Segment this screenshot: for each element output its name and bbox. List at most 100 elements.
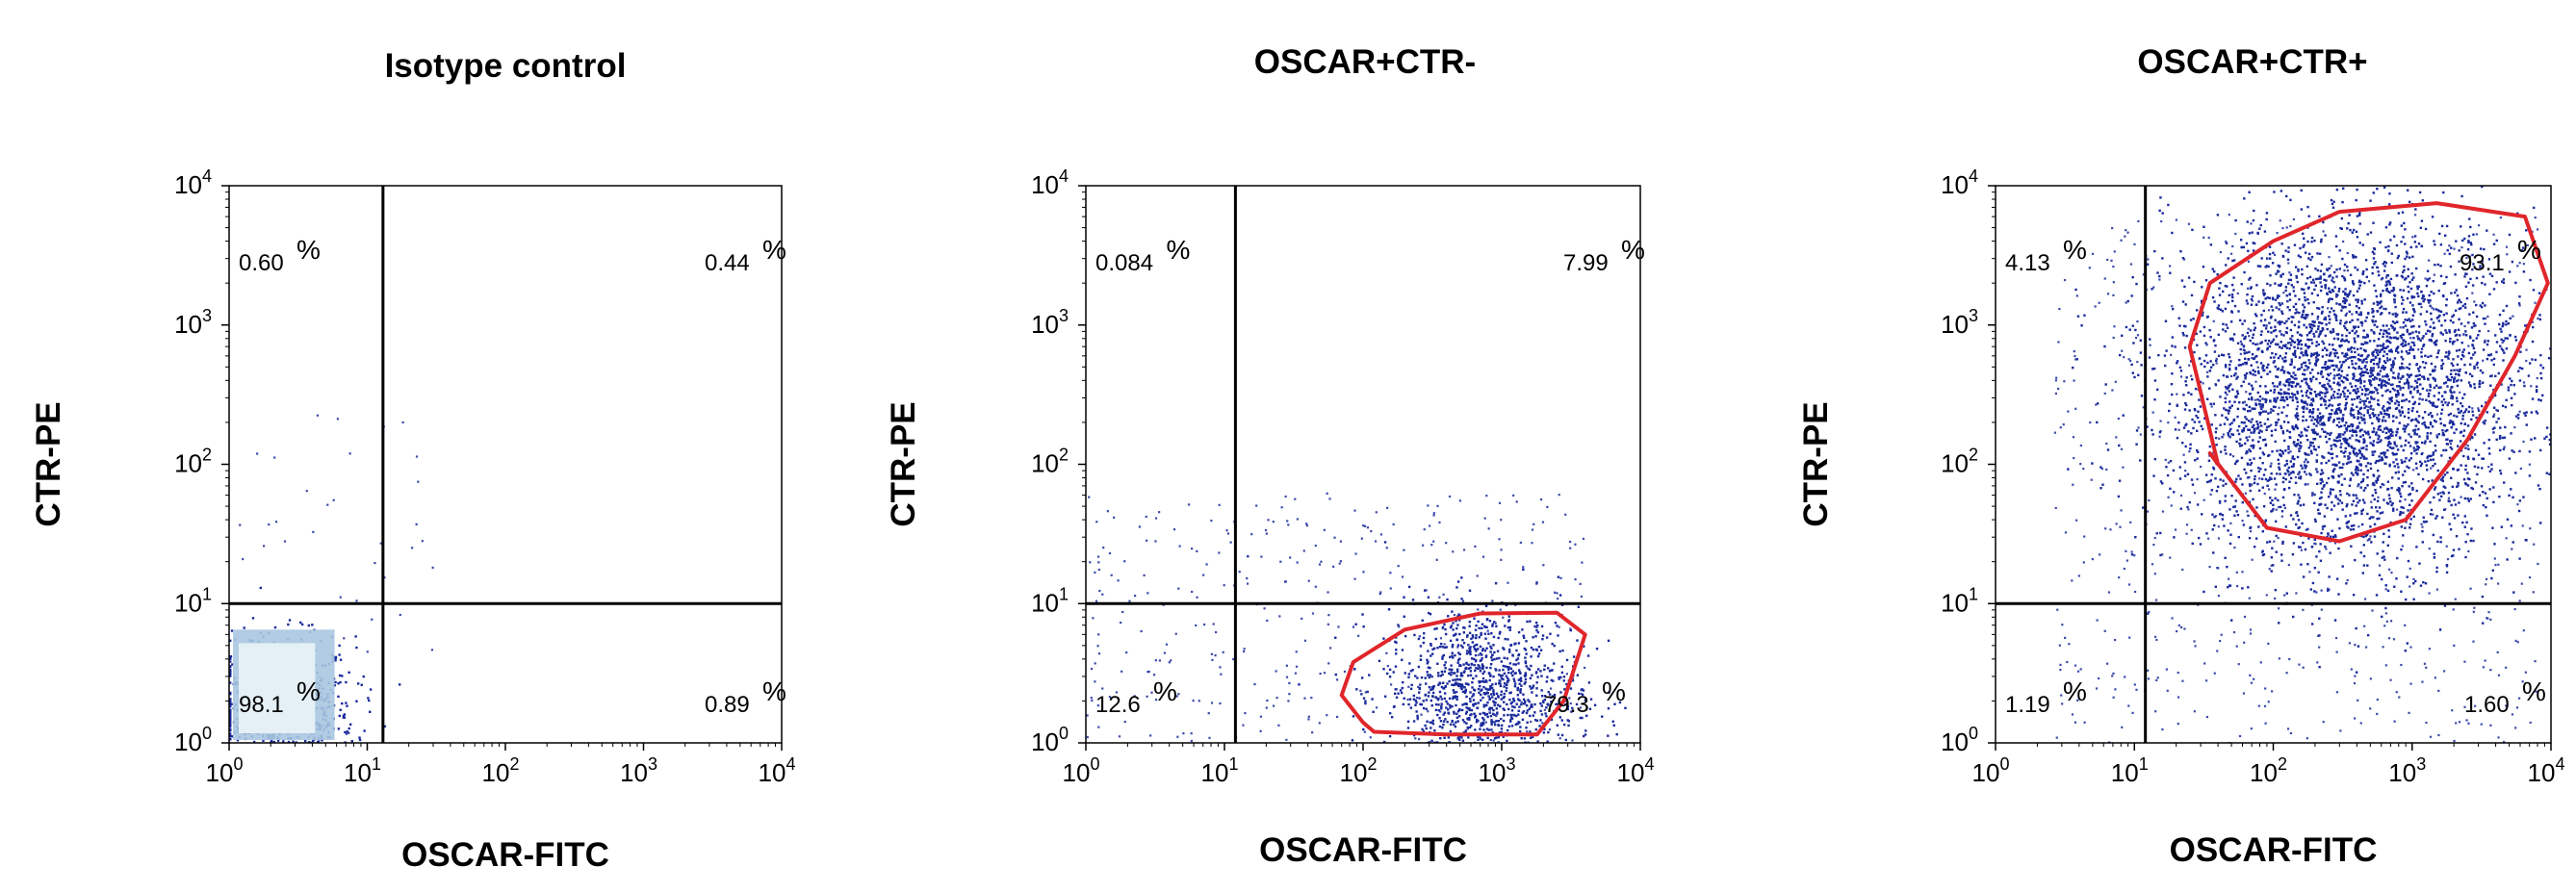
event-dot xyxy=(334,680,337,684)
event-dot xyxy=(2190,478,2194,481)
event-dot xyxy=(2183,408,2187,411)
event-dot xyxy=(2481,371,2485,374)
event-dot xyxy=(2393,321,2397,324)
event-dot xyxy=(2177,421,2180,424)
event-dot xyxy=(1490,723,1493,727)
event-dot xyxy=(2464,330,2467,333)
event-dot xyxy=(1168,661,1171,664)
event-dot xyxy=(2305,419,2308,421)
event-dot xyxy=(1546,505,1549,509)
event-dot xyxy=(2422,344,2426,346)
event-dot xyxy=(1493,713,1496,716)
event-dot xyxy=(2252,218,2255,222)
event-dot xyxy=(2096,402,2099,405)
event-dot xyxy=(1479,737,1482,740)
event-dot xyxy=(1430,654,1432,657)
event-dot xyxy=(2285,346,2289,349)
event-dot xyxy=(2228,369,2231,371)
event-dot xyxy=(2325,441,2329,444)
event-dot xyxy=(1503,701,1506,703)
event-dot xyxy=(1448,741,1451,743)
event-dot xyxy=(355,700,358,702)
event-dot xyxy=(1175,695,1178,698)
event-dot xyxy=(2467,447,2470,450)
event-dot xyxy=(2336,293,2339,296)
event-dot xyxy=(2316,354,2319,357)
event-dot xyxy=(2467,240,2470,242)
event-dot xyxy=(2322,415,2325,418)
event-dot xyxy=(2431,403,2434,407)
event-dot xyxy=(333,684,336,687)
event-dot xyxy=(2422,299,2425,303)
event-dot xyxy=(1466,707,1470,710)
event-dot xyxy=(1430,675,1433,678)
event-dot xyxy=(2241,401,2245,404)
event-dot xyxy=(2195,429,2199,432)
event-dot xyxy=(2329,551,2331,554)
event-dot xyxy=(2284,286,2288,289)
event-dot xyxy=(1502,735,1505,738)
event-dot xyxy=(2337,461,2341,464)
event-dot xyxy=(288,619,292,622)
event-dot xyxy=(1492,708,1495,712)
event-dot xyxy=(2361,343,2365,345)
percent-symbol: % xyxy=(1621,235,1645,265)
event-dot xyxy=(1444,632,1448,636)
event-dot xyxy=(2230,283,2234,287)
event-dot xyxy=(1584,733,1587,736)
event-dot xyxy=(1560,665,1564,668)
event-dot xyxy=(1411,669,1414,672)
event-dot xyxy=(2539,353,2542,357)
event-dot xyxy=(2523,412,2526,415)
event-dot xyxy=(1452,689,1455,692)
event-dot xyxy=(2448,523,2451,525)
event-dot xyxy=(1412,733,1416,737)
event-dot xyxy=(1453,613,1456,617)
event-dot xyxy=(2226,418,2229,421)
event-dot xyxy=(2434,421,2437,423)
event-dot xyxy=(1449,729,1453,733)
event-dot xyxy=(2414,579,2417,583)
event-dot xyxy=(2456,399,2459,403)
event-dot xyxy=(2415,410,2419,414)
event-dot xyxy=(2352,389,2355,392)
event-dot xyxy=(2281,255,2285,258)
event-dot xyxy=(2321,392,2324,395)
event-dot xyxy=(2337,547,2340,550)
event-dot xyxy=(2153,379,2157,382)
event-dot xyxy=(1533,625,1536,628)
event-dot xyxy=(2477,334,2480,337)
event-dot xyxy=(1465,710,1468,713)
event-dot xyxy=(2335,373,2339,376)
event-dot xyxy=(2243,270,2246,274)
event-dot xyxy=(2266,418,2270,421)
event-dot xyxy=(2320,238,2323,242)
event-dot xyxy=(2314,284,2317,287)
event-dot xyxy=(2416,292,2419,295)
event-dot xyxy=(2429,389,2432,392)
event-dot xyxy=(276,739,280,742)
event-dot xyxy=(1430,699,1433,702)
event-dot xyxy=(2341,200,2344,204)
event-dot xyxy=(1334,673,1337,676)
event-dot xyxy=(1426,658,1429,662)
event-dot xyxy=(2349,382,2352,385)
event-dot xyxy=(1464,666,1468,670)
event-dot xyxy=(2327,404,2331,408)
event-dot xyxy=(2382,549,2384,553)
event-dot xyxy=(2299,446,2302,449)
event-dot xyxy=(2352,283,2356,286)
event-dot xyxy=(2355,671,2358,674)
event-dot xyxy=(2335,455,2338,458)
event-dot xyxy=(2464,285,2468,289)
event-dot xyxy=(1244,712,1247,715)
event-dot xyxy=(2302,372,2305,375)
event-dot xyxy=(1360,537,1363,540)
event-dot xyxy=(2267,478,2271,482)
event-dot xyxy=(1440,702,1443,705)
event-dot xyxy=(2366,396,2369,400)
event-dot xyxy=(2385,373,2388,376)
event-dot xyxy=(2403,415,2407,418)
event-dot xyxy=(1502,647,1505,650)
event-dot xyxy=(2387,529,2390,532)
